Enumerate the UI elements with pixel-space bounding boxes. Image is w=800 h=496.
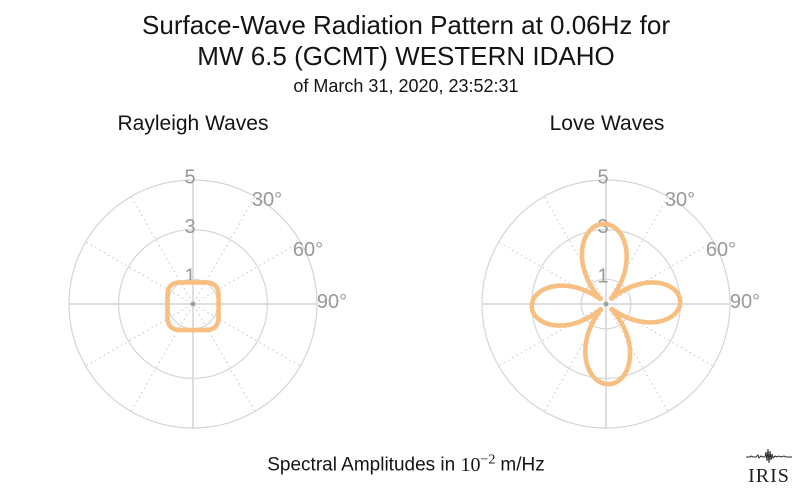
figure-title-line2: MW 6.5 (GCMT) WESTERN IDAHO <box>197 41 615 71</box>
polar-center-dot <box>604 302 608 306</box>
r-tick-label: 1 <box>184 266 195 288</box>
theta-tick-label: 90° <box>730 291 760 313</box>
figure-title-block: Surface-Wave Radiation Pattern at 0.06Hz… <box>6 10 800 97</box>
love-plot-title: Love Waves <box>549 112 665 135</box>
figure-title-line1: Surface-Wave Radiation Pattern at 0.06Hz… <box>142 10 670 40</box>
seismogram-trace-icon <box>746 448 792 464</box>
caption-suffix: m/Hz <box>500 454 545 476</box>
theta-tick-label: 90° <box>317 291 347 313</box>
caption-base: 10 <box>460 453 481 476</box>
polar-center-dot <box>191 302 195 306</box>
theta-tick-label: 60° <box>293 239 323 261</box>
figure-subtitle: of March 31, 2020, 23:52:31 <box>293 76 519 96</box>
caption-prefix: Spectral Amplitudes in <box>267 454 456 476</box>
rayleigh-amplitude-curve <box>165 280 221 333</box>
love-amplitude-curve <box>529 221 683 387</box>
r-tick-label: 3 <box>597 216 608 238</box>
r-tick-label: 5 <box>597 167 608 189</box>
rayleigh-polar-plot: 1 3 5 30° 60° 90° <box>68 167 347 429</box>
caption-math-amplitude-unit: 10−2 <box>460 452 501 476</box>
love-polar-plot: 1 3 5 30° 60° 90° <box>481 167 760 429</box>
theta-tick-label: 30° <box>665 189 695 211</box>
iris-logo-text: IRIS <box>748 465 790 487</box>
caption-exponent: −2 <box>480 452 496 467</box>
theta-tick-label: 30° <box>252 189 282 211</box>
rayleigh-plot-title: Rayleigh Waves <box>117 112 269 135</box>
r-tick-label: 5 <box>184 167 195 189</box>
iris-logo: IRIS <box>744 448 794 487</box>
r-tick-label: 3 <box>184 216 195 238</box>
figure-caption: Spectral Amplitudes in 10−2 m/Hz <box>6 452 800 477</box>
theta-tick-label: 60° <box>706 239 736 261</box>
r-tick-label: 1 <box>597 266 608 288</box>
